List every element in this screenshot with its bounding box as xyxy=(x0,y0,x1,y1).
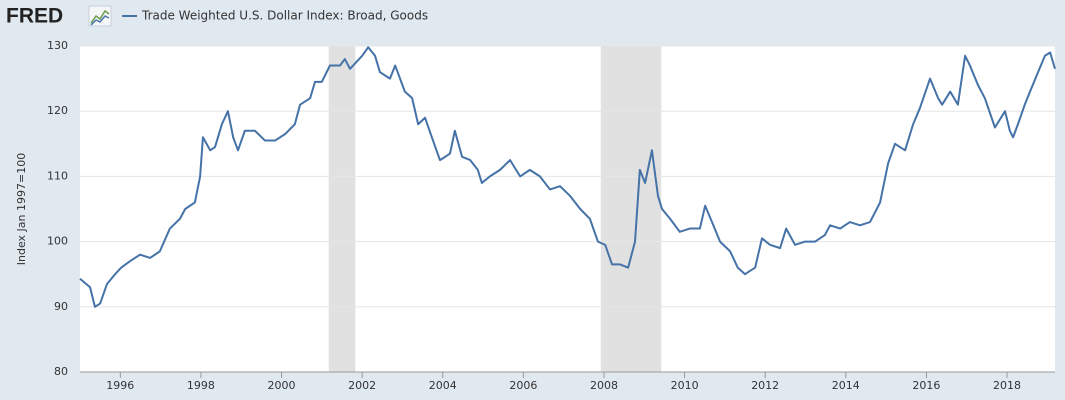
recession-band xyxy=(600,46,662,372)
x-tick-label: 2002 xyxy=(348,379,376,392)
y-tick-label: 100 xyxy=(47,235,68,248)
series-line xyxy=(79,46,1056,308)
x-tick-label: 2000 xyxy=(268,379,296,392)
recession-band xyxy=(328,46,356,372)
x-tick-label: 2008 xyxy=(590,379,618,392)
y-tick-label: 120 xyxy=(47,104,68,117)
x-tick-label: 2018 xyxy=(993,379,1021,392)
logo-icon xyxy=(88,5,112,27)
legend-label: Trade Weighted U.S. Dollar Index: Broad,… xyxy=(141,9,428,23)
x-tick-label: 1996 xyxy=(106,379,134,392)
y-axis-label: Index Jan 1997=100 xyxy=(15,153,28,265)
x-tick-label: 2010 xyxy=(671,379,699,392)
x-tick-label: 2012 xyxy=(751,379,779,392)
x-tick-label: 2014 xyxy=(832,379,860,392)
y-tick-label: 90 xyxy=(54,300,68,313)
x-tick-label: 2016 xyxy=(912,379,940,392)
x-tick-label: 2004 xyxy=(429,379,457,392)
x-tick-label: 1998 xyxy=(187,379,215,392)
x-tick-label: 2006 xyxy=(509,379,537,392)
logo: FRED xyxy=(6,5,63,28)
y-tick-label: 130 xyxy=(47,39,68,52)
y-tick-label: 110 xyxy=(47,169,68,182)
plot-area xyxy=(80,46,1055,372)
y-tick-label: 80 xyxy=(54,365,68,378)
